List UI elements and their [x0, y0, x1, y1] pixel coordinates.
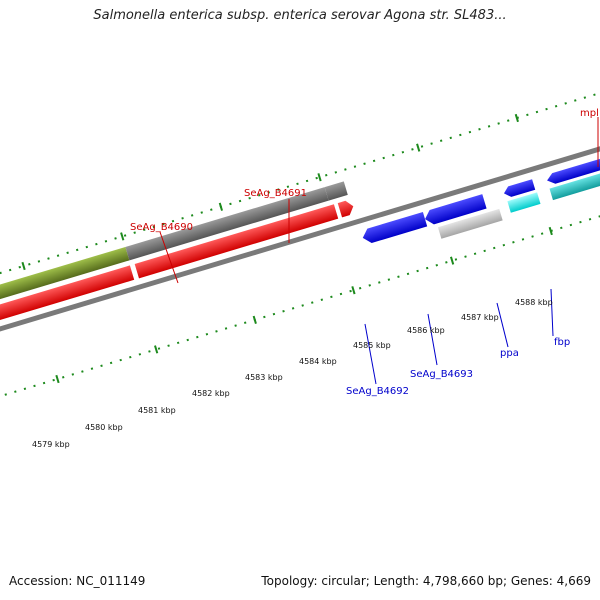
scale-label-4579: 4579 kbp [32, 440, 70, 449]
scale-label-4587: 4587 kbp [461, 313, 499, 322]
gene-block-red-left [0, 265, 135, 340]
scale-label-4582: 4582 kbp [192, 389, 230, 398]
genome-backbone [0, 109, 600, 350]
gene-label-SeAg_B4691: SeAg_B4691 [244, 188, 307, 199]
gene-label-SeAg_B4690: SeAg_B4690 [130, 222, 193, 233]
gene-block-gray-SeAg_B4690 [125, 187, 329, 261]
map-track-group [0, 76, 600, 411]
scale-label-4585: 4585 kbp [353, 341, 391, 350]
genome-summary-text: Topology: circular; Length: 4,798,660 bp… [261, 574, 591, 588]
gene-label-ppa: ppa [500, 348, 519, 359]
gene-block-cyan-ppa [507, 192, 541, 213]
gene-arrow-blue-ppa [503, 179, 536, 197]
gene-arrow-red-SeAg_B4690 [134, 204, 339, 279]
gene-arrow-red-SeAg_B4691 [337, 200, 354, 218]
forward-scale-ticks [21, 113, 519, 271]
scale-label-4586: 4586 kbp [407, 326, 445, 335]
gene-block-olive-left [0, 246, 130, 321]
scale-labels: 4579 kbp 4580 kbp 4581 kbp 4582 kbp 4583… [32, 298, 553, 449]
scale-label-4584: 4584 kbp [299, 357, 337, 366]
gene-arrow-blue-SeAg_B4693 [425, 194, 487, 225]
genome-title: Salmonella enterica subsp. enterica sero… [93, 8, 507, 23]
gene-block-teal-fbp [549, 171, 600, 201]
gene-label-mpl: mpl [580, 108, 599, 119]
gene-arrow-blue-fbp [547, 158, 600, 184]
forward-scale-dots [0, 76, 600, 298]
scale-label-4588: 4588 kbp [515, 298, 553, 307]
gene-label-fbp: fbp [554, 337, 570, 348]
gene-block-gray-SeAg_B4691 [324, 181, 348, 201]
gene-arrow-blue-SeAg_B4692 [362, 211, 428, 244]
gene-label-SeAg_B4692: SeAg_B4692 [346, 386, 409, 397]
accession-text: Accession: NC_011149 [9, 574, 146, 588]
gene-label-SeAg_B4693: SeAg_B4693 [410, 369, 473, 380]
scale-label-4583: 4583 kbp [245, 373, 283, 382]
gene-label-leaders [159, 117, 599, 385]
reverse-scale-dots [0, 189, 600, 411]
gene-block-lightgray-SeAg_B4693 [437, 208, 503, 239]
scale-label-4580: 4580 kbp [85, 423, 123, 432]
scale-label-4581: 4581 kbp [138, 406, 176, 415]
reverse-scale-ticks [55, 226, 553, 384]
